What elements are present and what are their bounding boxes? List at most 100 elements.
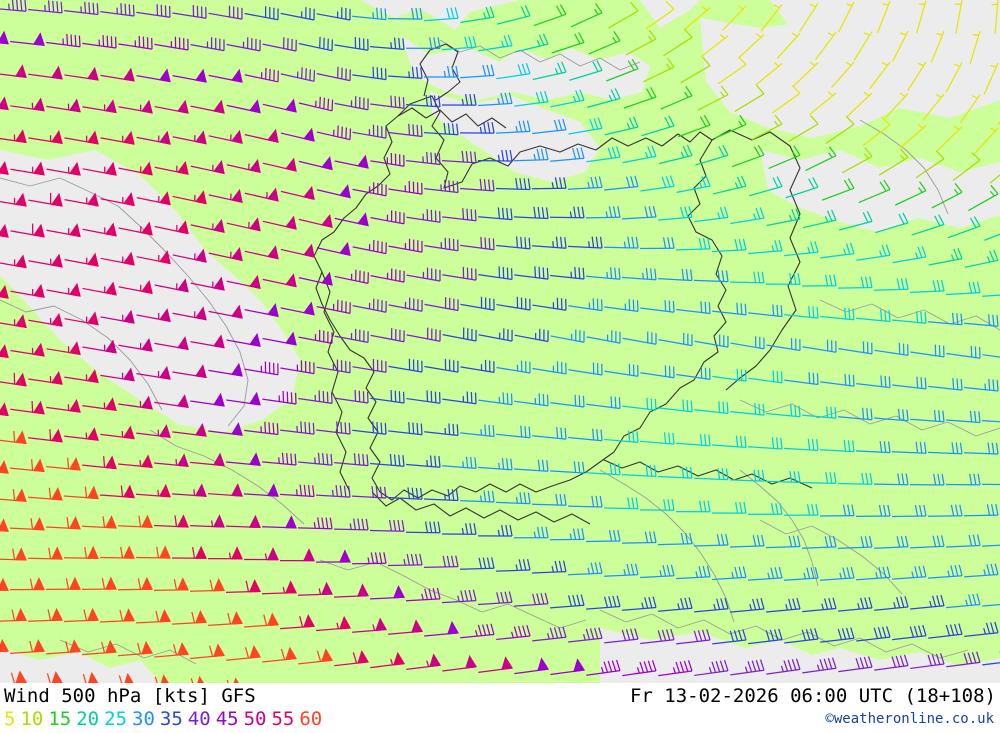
wind-barb [658, 268, 693, 282]
wind-barb [100, 130, 135, 145]
wind-barb [820, 439, 855, 453]
wind-barb [406, 151, 441, 166]
region-border [59, 639, 197, 665]
wind-barb [28, 486, 63, 501]
wind-barb [82, 639, 118, 656]
region-border [0, 177, 249, 427]
wind-barb [370, 95, 405, 109]
wind-barb [838, 535, 873, 550]
wind-barb [0, 96, 9, 111]
wind-barb [244, 187, 279, 202]
wind-barb [82, 222, 117, 237]
wind-barb [352, 124, 387, 139]
wind-barb [622, 464, 657, 478]
wind-barb [208, 362, 243, 377]
wind-barb [172, 364, 207, 379]
wind-barb [442, 208, 477, 222]
wind-barb [930, 30, 945, 63]
wind-barb [460, 178, 495, 192]
wind-barb [862, 116, 891, 147]
wind-barb [10, 223, 45, 238]
wind-barb [406, 94, 441, 108]
wind-barb [748, 239, 783, 255]
wind-barb [514, 592, 549, 607]
map-canvas[interactable] [0, 0, 1000, 683]
legend-tick-50: 50 [243, 708, 267, 730]
wind-barb [747, 503, 783, 515]
wind-barb [118, 337, 153, 352]
wind-barb [765, 471, 801, 484]
wind-barb [751, 114, 783, 141]
wind-barb [100, 367, 135, 382]
wind-barb [549, 528, 585, 541]
wind-barb [208, 129, 243, 144]
region-border [599, 469, 735, 623]
wind-barb [784, 628, 819, 644]
wind-barb [514, 657, 550, 675]
wind-barb [802, 209, 837, 229]
wind-barb [334, 154, 369, 169]
wind-barb [388, 123, 423, 138]
wind-barb [622, 660, 657, 677]
region-border [319, 559, 587, 629]
wind-barb [550, 594, 585, 609]
wind-barb [982, 354, 1000, 360]
wind-barb [603, 236, 639, 249]
wind-barb [352, 7, 387, 21]
wind-barb [136, 308, 171, 323]
wind-barb [694, 334, 729, 348]
product-title: Wind 500 hPa [kts] GFS [4, 685, 256, 707]
wind-barb [567, 495, 603, 508]
wind-barb [27, 546, 63, 560]
wind-barb [226, 391, 261, 406]
wind-barb [694, 659, 729, 677]
wind-barb [0, 0, 27, 12]
wind-barb [694, 206, 729, 223]
wind-barb [809, 91, 837, 116]
wind-barb [982, 293, 1000, 297]
legend-tick-30: 30 [132, 708, 155, 730]
wind-barb [892, 565, 927, 580]
wind-barb [352, 239, 387, 255]
wind-barb [0, 344, 9, 359]
wind-barb [136, 483, 171, 498]
wind-barb [153, 577, 189, 591]
wind-barbs-group [0, 0, 1000, 683]
legend-tick-10: 10 [20, 708, 44, 730]
wind-barb [982, 602, 1000, 607]
wind-barb [64, 427, 99, 441]
wind-barb [316, 66, 351, 82]
wind-barb [172, 306, 207, 321]
wind-barb [298, 271, 333, 286]
wind-barb [586, 595, 621, 610]
wind-barb [955, 0, 963, 34]
wind-barb [100, 67, 135, 82]
wind-barb [721, 5, 747, 31]
wind-barb [802, 597, 837, 613]
wind-barb [587, 88, 621, 109]
wind-barb [423, 555, 459, 568]
legend-tick-25: 25 [104, 708, 128, 730]
wind-barb [928, 377, 963, 391]
wind-barb [442, 589, 477, 604]
wind-barb [868, 61, 891, 90]
wind-barb [118, 514, 153, 528]
wind-barb [370, 584, 406, 600]
wind-barb [316, 485, 351, 498]
wind-barb [711, 501, 747, 514]
wind-barb [207, 546, 243, 560]
country-border [419, 43, 461, 101]
wind-barb [586, 267, 621, 280]
wind-barb [460, 359, 495, 374]
wind-barb [28, 428, 63, 443]
wind-barb [892, 624, 927, 641]
wind-barb [478, 591, 513, 606]
legend-tick-5: 5 [4, 708, 16, 730]
wind-barb [280, 360, 315, 375]
valid-time-label: Fr 13-02-2026 06:00 UTC (18+108) [629, 685, 996, 707]
wind-barb [875, 212, 909, 234]
wind-barb [370, 328, 405, 343]
wind-barb [838, 211, 873, 231]
wind-barb [964, 378, 999, 392]
wind-barb [28, 65, 63, 80]
